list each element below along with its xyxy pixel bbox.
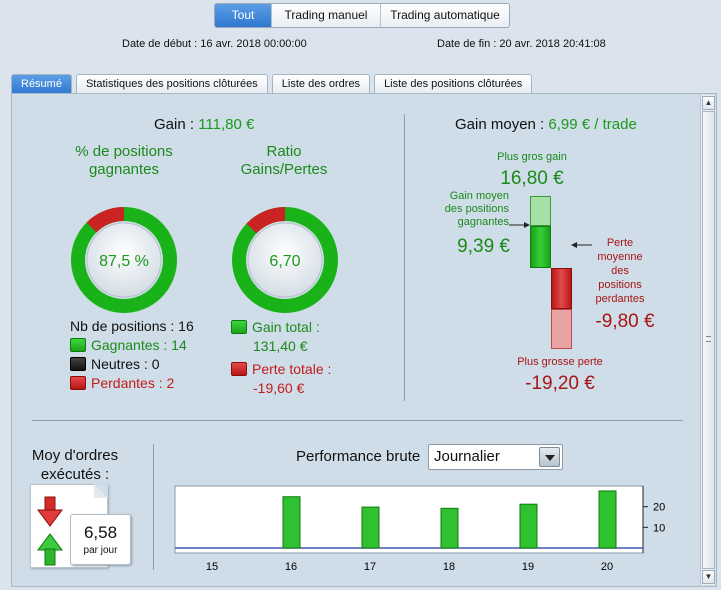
y-tick-label: 20: [653, 502, 665, 514]
black-swatch: [70, 357, 86, 371]
x-tick-label: 16: [285, 561, 297, 573]
arrow-right-icon: [509, 222, 530, 228]
gain-total: Gain total : 131,40 €: [231, 318, 320, 356]
avg-loss-bar: [551, 268, 572, 309]
summary-panel: Gain : 111,80 € % de positions gagnantes…: [11, 93, 717, 587]
ratio-title: Ratio Gains/Pertes: [240, 143, 328, 178]
vertical-scrollbar[interactable]: ▲ ▼: [700, 95, 715, 585]
chevron-down-icon[interactable]: [539, 447, 560, 467]
y-tick-label: 10: [653, 522, 665, 534]
divider-vertical: [404, 114, 405, 401]
end-date: Date de fin : 20 avr. 2018 20:41:08: [437, 38, 606, 50]
tab-resume[interactable]: Résumé: [11, 74, 72, 94]
loss-total: Perte totale : -19,60 €: [231, 360, 331, 398]
gain-total-value: 131,40 €: [253, 338, 308, 354]
tab-trading-automatique[interactable]: Trading automatique: [380, 4, 509, 27]
tab-closed-positions[interactable]: Liste des positions clôturées: [374, 74, 533, 94]
bar-18: [440, 507, 459, 549]
avg-win-bar: [530, 226, 551, 268]
win-pct-value: 87,5 %: [99, 253, 149, 270]
x-tick-label: 17: [364, 561, 376, 573]
ratio-donut: 6,70: [232, 207, 338, 313]
plot-area: [174, 485, 644, 554]
mode-selector: Tout Trading manuel Trading automatique: [214, 3, 510, 28]
win-pct-donut: 87,5 %: [71, 207, 177, 313]
x-tick-label: 15: [206, 561, 218, 573]
tab-order-list[interactable]: Liste des ordres: [271, 74, 371, 94]
start-date: Date de début : 16 avr. 2018 00:00:00: [122, 38, 307, 50]
period-value: Journalier: [434, 448, 500, 465]
biggest-loss-bar: [551, 309, 572, 349]
tab-tout[interactable]: Tout: [215, 4, 271, 27]
tab-trading-manuel[interactable]: Trading manuel: [271, 4, 380, 27]
scroll-down-button[interactable]: ▼: [702, 570, 715, 584]
win-pct-title: % de positions gagnantes: [75, 143, 173, 178]
positions-total: Nb de positions : 16: [70, 318, 194, 334]
avg-loss-label: Perte moyenne des positions perdantes: [595, 237, 645, 305]
gain-header: Gain : 111,80 €: [154, 116, 254, 133]
gain-label: Gain :: [154, 116, 195, 133]
loss-arc: [86, 207, 125, 233]
scroll-up-button[interactable]: ▲: [702, 96, 715, 110]
red-swatch: [231, 362, 247, 376]
period-dropdown[interactable]: Journalier: [428, 444, 563, 470]
arrow-left-icon: [571, 242, 592, 248]
report-tabs: Résumé Statistiques des positions clôtur…: [11, 74, 536, 94]
average-label: Gain moyen :: [455, 116, 545, 133]
avg-win-label: Gain moyen des positions gagnantes: [444, 190, 509, 228]
avg-win-value: 9,39 €: [457, 236, 510, 257]
biggest-gain-bar: [530, 196, 551, 226]
biggest-loss-value: -19,20 €: [525, 373, 595, 394]
positions-losing: Perdantes : 2: [70, 375, 174, 391]
orders-per-day-badge: 6,58 par jour: [70, 514, 131, 565]
avg-loss-value: -9,80 €: [595, 311, 655, 332]
orders-unit: par jour: [83, 545, 118, 556]
tab-closed-stats[interactable]: Statistiques des positions clôturées: [75, 74, 268, 94]
green-swatch: [70, 338, 86, 352]
average-value: 6,99 € / trade: [548, 116, 637, 133]
positions-losing-label: Perdantes : 2: [91, 375, 175, 391]
arrow-up-icon: [37, 533, 63, 566]
positions-winning-label: Gagnantes : 14: [91, 337, 187, 353]
ratio-value: 6,70: [269, 253, 300, 270]
bar-17: [361, 506, 380, 549]
divider-horizontal: [32, 420, 683, 421]
scroll-thumb[interactable]: [702, 111, 715, 569]
gain-total-label: Gain total :: [252, 319, 320, 335]
bar-20: [598, 490, 617, 549]
loss-total-label: Perte totale :: [252, 361, 332, 377]
performance-title: Performance brute: [296, 448, 421, 465]
loss-arc: [246, 207, 286, 234]
orders-arrows: [37, 496, 63, 566]
divider-vertical-bottom: [153, 444, 154, 570]
orders-title: Moy d'ordres exécutés :: [31, 447, 119, 483]
positions-neutral-label: Neutres : 0: [91, 356, 160, 372]
green-swatch: [231, 320, 247, 334]
arrow-down-icon: [37, 496, 63, 527]
bar-19: [519, 503, 538, 549]
biggest-gain-label: Plus gros gain: [497, 151, 567, 163]
gain-value: 111,80 €: [198, 116, 255, 133]
loss-total-value: -19,60 €: [253, 380, 305, 396]
x-tick-label: 20: [601, 561, 613, 573]
x-tick-label: 19: [522, 561, 534, 573]
red-swatch: [70, 376, 86, 390]
positions-neutral: Neutres : 0: [70, 356, 159, 372]
positions-winning: Gagnantes : 14: [70, 337, 187, 353]
average-header: Gain moyen : 6,99 € / trade: [455, 116, 637, 133]
orders-value: 6,58: [83, 523, 118, 542]
x-tick-label: 18: [443, 561, 455, 573]
biggest-loss-label: Plus grosse perte: [517, 356, 603, 368]
biggest-gain-value: 16,80 €: [500, 168, 564, 189]
performance-chart: 15 16 17 18 19 20 20 10: [174, 485, 665, 573]
bar-16: [282, 496, 301, 549]
